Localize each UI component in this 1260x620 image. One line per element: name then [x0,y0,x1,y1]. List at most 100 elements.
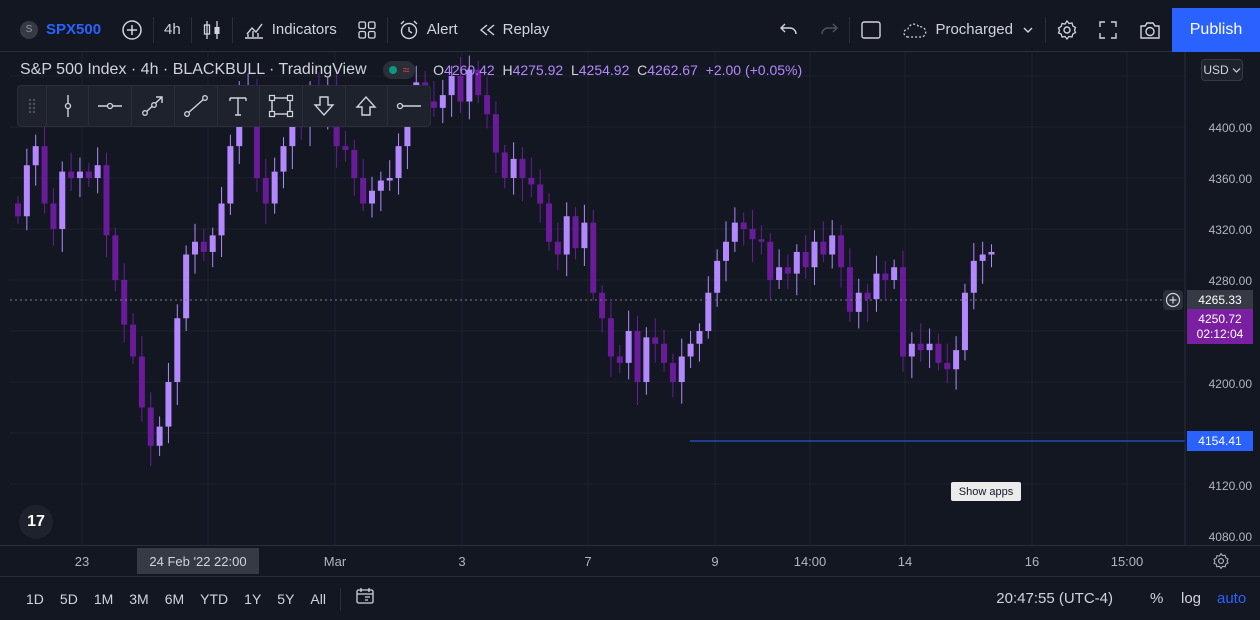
range-all-button[interactable]: All [310,590,326,607]
percent-scale-button[interactable]: % [1150,590,1164,607]
arrow-down-tool[interactable] [301,86,345,126]
candle-body [908,343,915,357]
range-1d-button[interactable]: 1D [26,590,44,607]
time-tick-label: 9 [711,554,719,569]
price-tick-label: 4080.00 [1208,530,1252,544]
range-ytd-button[interactable]: YTD [200,590,229,607]
add-crosshair-button[interactable] [1163,290,1183,310]
candle-body [209,235,216,252]
candle-body [723,241,729,261]
candle-body [696,331,703,344]
candle-body [174,318,181,382]
time-axis[interactable]: 23 24 Feb '22 22:00 Mar 3 7 9 14:00 14 1… [0,545,1260,575]
ray-tool[interactable] [131,86,174,126]
candle-body [678,356,685,382]
symbol-name: SPX500 [46,21,102,38]
range-6m-button[interactable]: 6M [164,590,185,607]
goto-date-button[interactable] [347,586,383,611]
fullscreen-button[interactable] [1088,8,1128,52]
candle-body [147,407,154,446]
interval-button[interactable]: 4h [154,8,191,52]
divider [1045,16,1046,43]
candle-body [510,158,517,178]
snapshot-button[interactable] [1128,8,1172,52]
candle-body [634,331,641,382]
close-value: 4262.67 [647,62,698,78]
currency-selector[interactable]: USD [1201,59,1243,81]
chart-type-button[interactable] [192,8,232,52]
hline-price-tag[interactable]: 4154.41 [1187,431,1253,451]
arrow-up-tool[interactable] [344,86,388,126]
candle-body [873,273,880,300]
divider [386,16,388,43]
candle-body [351,149,358,178]
chart-settings-button[interactable] [1212,552,1230,575]
high-key: H [502,62,513,78]
candle-body [900,267,906,357]
candle-body [829,235,836,255]
candle-body [669,362,676,382]
rectangle-tool[interactable] [259,86,302,126]
compare-button[interactable] [111,8,153,52]
candle-body [643,337,650,382]
range-5y-button[interactable]: 5Y [277,590,295,607]
symbol-search[interactable]: S SPX500 [0,8,111,52]
undo-button[interactable] [769,8,809,52]
vertical-line-icon [64,95,71,117]
candle-body [714,260,721,293]
candle-body [15,203,21,217]
candle-body [138,356,145,408]
candle-body [466,69,473,102]
redo-button[interactable] [809,8,849,52]
replay-button[interactable]: Replay [468,8,560,52]
log-scale-button[interactable]: log [1181,590,1202,607]
open-key: O [433,62,445,78]
countdown-tag: 02:12:04 [1187,324,1253,344]
candle-body [961,292,968,351]
candle-body [369,190,375,204]
horizontal-ray-icon [396,102,422,110]
indicators-button[interactable]: Indicators [233,8,347,52]
candle-body [758,239,765,242]
range-3m-button[interactable]: 3M [129,590,149,607]
candle-body [882,273,889,280]
alert-button[interactable]: Alert [388,8,468,52]
horizontal-line-tool[interactable] [88,86,131,126]
candle-body [864,292,871,300]
status-pill[interactable]: ≈ [382,61,416,79]
text-tool[interactable] [216,86,260,126]
candles-icon [203,20,220,39]
tradingview-logo[interactable]: 17 [19,505,53,539]
clock[interactable]: 20:47:55 (UTC-4) [996,590,1113,607]
layout-button[interactable] [850,8,892,52]
layout-menu[interactable]: Procharged [892,8,1045,52]
trend-line-tool[interactable] [173,86,217,126]
candle-body [590,222,597,293]
candle-body [546,203,552,242]
horizontal-ray-tool[interactable] [387,86,430,126]
price-tick-label: 4200.00 [1208,377,1252,391]
candle-body [740,222,747,229]
settings-button[interactable] [1046,8,1088,52]
publish-button[interactable]: Publish [1172,8,1260,52]
drag-handle-icon[interactable] [18,86,46,126]
chart-legend: S&P 500 Index · 4h · BLACKBULL · Trading… [20,61,802,79]
candle-body [599,292,606,319]
candle-body [76,171,83,178]
range-1m-button[interactable]: 1M [93,590,114,607]
divider [231,16,233,43]
candle-body [528,178,535,185]
auto-scale-button[interactable]: auto [1217,590,1247,607]
range-1y-button[interactable]: 1Y [244,590,262,607]
bottom-toolbar: 1D 5D 1M 3M 6M YTD 1Y 5Y All 20:47:55 (U… [0,576,1260,620]
vertical-line-tool[interactable] [45,86,89,126]
candle-body [342,146,349,150]
candle-body [554,241,561,255]
redo-icon [821,23,839,34]
fullscreen-icon [1099,20,1117,39]
templates-button[interactable] [347,8,387,52]
text-icon [229,97,248,116]
candle-body [253,88,260,178]
open-value: 4260.42 [444,62,495,78]
range-5d-button[interactable]: 5D [59,590,78,607]
